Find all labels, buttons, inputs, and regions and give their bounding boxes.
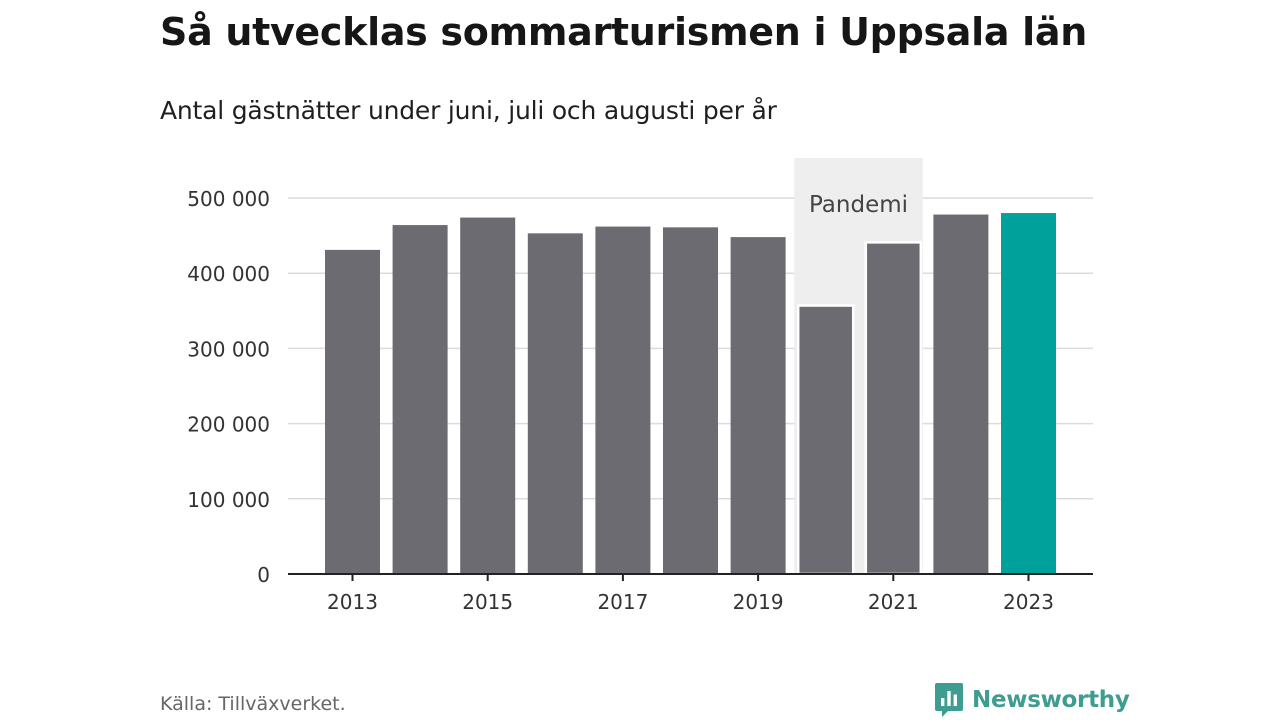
y-tick-label: 400 000 — [187, 262, 270, 286]
x-tick-label: 2021 — [868, 590, 919, 614]
y-tick-label: 0 — [257, 563, 270, 587]
x-tick-label: 2017 — [597, 590, 648, 614]
bar-2019 — [730, 237, 786, 574]
bar-2023 — [1001, 213, 1056, 575]
bar-2020 — [796, 304, 855, 576]
y-tick-label: 500 000 — [187, 187, 270, 211]
y-tick-label: 200 000 — [187, 413, 270, 437]
y-tick-label: 300 000 — [187, 337, 270, 361]
bar-2017 — [595, 226, 651, 575]
source-note: Källa: Tillväxverket. — [160, 693, 346, 715]
bar-2015 — [460, 217, 516, 574]
axes: 0 100 000 200 000 300 000 400 000 500 000 2013… — [187, 187, 1093, 614]
x-tick-label: 2015 — [462, 590, 513, 614]
bar-2021 — [864, 241, 923, 576]
bar-2016 — [527, 233, 583, 574]
brand-name: Newsworthy — [972, 687, 1130, 713]
x-tick-label: 2019 — [733, 590, 784, 614]
bar-2013 — [325, 249, 380, 574]
y-tick-label: 100 000 — [187, 488, 270, 512]
pandemic-label: Pandemi — [809, 192, 908, 218]
bar-2022 — [933, 214, 989, 574]
x-tick-label: 2013 — [327, 590, 378, 614]
bar-2018 — [663, 227, 718, 574]
x-tick-label: 2023 — [1003, 590, 1054, 614]
bar-chart-speech-bubble-icon — [935, 683, 963, 717]
chart-subtitle: Antal gästnätter under juni, juli och au… — [160, 96, 777, 125]
newsworthy-logo: Newsworthy — [934, 682, 1130, 718]
bars — [325, 213, 1056, 576]
chart-title: Så utvecklas sommarturismen i Uppsala lä… — [160, 10, 1087, 54]
bar-chart: Pandemi 0 100 000 200 000 300 000 400 000 500… — [187, 158, 1093, 614]
bar-2014 — [392, 225, 448, 574]
